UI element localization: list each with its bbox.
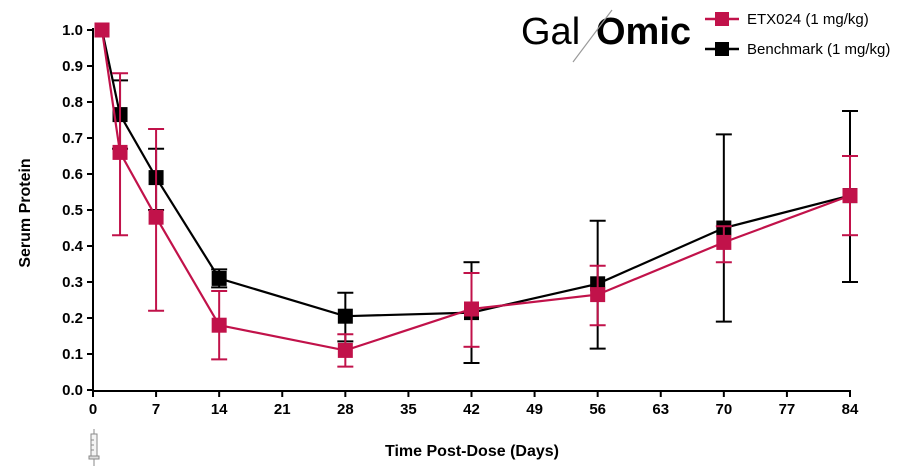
series-layer	[94, 22, 858, 368]
legend-item-etx024: ETX024 (1 mg/kg)	[705, 11, 869, 28]
x-tick-label: 0	[89, 401, 97, 418]
logo-text-gal: Gal	[521, 11, 580, 53]
y-tick-label: 0.6	[62, 166, 83, 183]
data-point-etx024	[464, 301, 479, 317]
y-tick-label: 0.0	[62, 382, 83, 399]
x-tick-label: 7	[152, 401, 160, 418]
y-tick-label: 0.7	[62, 130, 83, 147]
legend-item-benchmark: Benchmark (1 mg/kg)	[705, 41, 890, 58]
series-etx024	[94, 22, 858, 368]
x-tick-label: 70	[715, 401, 732, 418]
x-tick-label: 56	[589, 401, 606, 418]
data-point-etx024	[148, 209, 164, 225]
y-tick-label: 0.9	[62, 58, 83, 75]
data-point-etx024	[337, 342, 353, 358]
data-point-etx024	[590, 287, 606, 303]
galomic-logo: Gal Omic	[521, 9, 691, 63]
logo-text-omic: Omic	[596, 11, 691, 53]
legend-label-etx024: ETX024 (1 mg/kg)	[747, 11, 869, 28]
y-tick-label: 0.2	[62, 310, 83, 327]
x-tick-label: 14	[211, 401, 228, 418]
y-tick-label: 0.8	[62, 94, 83, 111]
y-tick-label: 0.4	[62, 238, 84, 255]
data-point-etx024	[94, 22, 110, 38]
x-tick-label: 49	[526, 401, 543, 418]
x-tick-label: 63	[652, 401, 669, 418]
data-point-benchmark	[337, 308, 353, 324]
logo-slash	[572, 9, 613, 63]
axes: 0.0 0.1 0.2 0.3 0.4 0.5 0.6 0.7 0.8 0.9 1.0 0 7 14 21 2…	[62, 22, 859, 418]
legend-marker-benchmark	[715, 42, 729, 56]
data-point-benchmark	[211, 270, 227, 286]
legend-label-benchmark: Benchmark (1 mg/kg)	[747, 41, 890, 58]
data-point-etx024	[716, 234, 732, 250]
y-tick-label: 0.1	[62, 346, 83, 363]
x-tick-label: 28	[337, 401, 354, 418]
x-tick-label: 77	[779, 401, 796, 418]
data-point-etx024	[112, 144, 128, 160]
x-tick-label: 21	[274, 401, 291, 418]
x-tick-label: 84	[842, 401, 859, 418]
legend-marker-etx024	[715, 12, 729, 26]
y-axis-title: Serum Protein	[17, 158, 34, 267]
y-tick-label: 1.0	[62, 22, 83, 39]
data-point-etx024	[842, 188, 858, 204]
x-tick-label: 35	[400, 401, 417, 418]
y-tick-label: 0.5	[62, 202, 83, 219]
x-tick-label: 42	[463, 401, 480, 418]
syringe-icon	[88, 429, 100, 466]
y-tick-label: 0.3	[62, 274, 83, 291]
data-point-etx024	[211, 317, 227, 333]
legend: ETX024 (1 mg/kg) Benchmark (1 mg/kg)	[705, 11, 890, 58]
x-axis-title: Time Post-Dose (Days)	[385, 443, 559, 460]
